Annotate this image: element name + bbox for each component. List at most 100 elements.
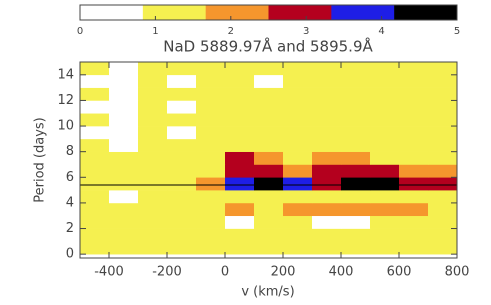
heatmap-cell [225,151,255,165]
heatmap-cell [341,138,371,152]
y-tick-label: 2 [66,221,74,236]
heatmap-cell [312,241,342,255]
heatmap-cell [167,87,197,101]
heatmap-cell [399,190,429,204]
heatmap-cell [254,113,284,127]
heatmap-cell [196,215,226,229]
heatmap-cell [254,215,284,229]
heatmap-cell [254,228,284,242]
heatmap-cell [138,151,168,165]
heatmap-cell [167,100,197,114]
heatmap-cell [167,138,197,152]
heatmap-cell [341,62,371,76]
heatmap-cell [399,202,429,217]
chart-title: NaD 5889.97Å and 5895.9Å [163,37,373,56]
heatmap-cell [80,138,110,152]
heatmap-cell [138,215,168,229]
heatmap-cell [80,126,110,140]
heatmap-cell [312,87,342,101]
heatmap-cell [138,87,168,101]
heatmap-cell [370,62,400,76]
heatmap-cell [80,113,110,127]
heatmap-cell [196,202,226,217]
heatmap-cell [428,74,458,88]
heatmap-cell [254,100,284,114]
heatmap-cell [109,100,139,114]
heatmap-cell [428,126,458,140]
heatmap-cell [341,87,371,101]
heatmap-cell [341,74,371,88]
heatmap-cell [254,202,284,217]
heatmap-cell [80,62,110,76]
heatmap-cell [138,138,168,152]
colorbar-tick-label: 2 [228,26,234,37]
heatmap-cell [225,100,255,114]
plot-frame [79,61,458,259]
heatmap-cell [370,215,400,229]
heatmap-cell [196,74,226,88]
heatmap-cell [370,164,400,178]
heatmap-cell [254,138,284,152]
heatmap-cell [109,62,139,76]
heatmap-cell [283,74,313,88]
colorbar-tick-label: 3 [303,26,309,37]
heatmap-cell [283,202,313,217]
heatmap-cell [225,177,255,191]
heatmap-cell [138,113,168,127]
heatmap-cell [225,74,255,88]
colorbar-tick-label: 0 [77,26,83,37]
heatmap-cell [196,228,226,242]
heatmap-cell [109,215,139,229]
heatmap-cell [80,177,110,191]
heatmap-cell [109,113,139,127]
heatmap-cell [283,151,313,165]
heatmap-cell [370,138,400,152]
heatmap-cell [109,87,139,101]
heatmap-cell [341,151,371,165]
heatmap-cell [254,164,284,178]
colorbar-tick-label: 4 [378,26,384,37]
colorbar-segment [80,5,144,20]
colorbar-tick-label: 1 [152,26,158,37]
heatmap-cell [80,74,110,88]
heatmap-cell [370,74,400,88]
heatmap-cell [196,190,226,204]
heatmap-cell [225,138,255,152]
heatmap-cell [312,202,342,217]
heatmap-cell [370,100,400,114]
heatmap-cell [428,241,458,255]
heatmap-cell [225,241,255,255]
heatmap-cell [428,138,458,152]
heatmap-cell [109,190,139,204]
heatmap-cell [312,138,342,152]
heatmap-cell [399,87,429,101]
y-tick-label: 8 [66,144,74,159]
heatmap-cell [312,164,342,178]
heatmap-cell [254,177,284,191]
heatmap-cell [196,100,226,114]
heatmap-cell [370,151,400,165]
heatmap-cell [167,113,197,127]
heatmap-cell [138,74,168,88]
heatmap-cell [399,228,429,242]
heatmap-cell [80,215,110,229]
heatmap-cell [399,164,429,178]
heatmap-cell [167,190,197,204]
y-tick-label: 14 [57,67,74,82]
heatmap-cell [109,126,139,140]
heatmap-cell [138,228,168,242]
heatmap-cell [370,202,400,217]
heatmap-cell [283,190,313,204]
heatmap-cell [80,190,110,204]
heatmap-cell [254,87,284,101]
heatmap-cell [341,126,371,140]
heatmap-cell [312,113,342,127]
y-tick-label: 0 [66,247,74,262]
colorbar-segment [142,5,206,20]
heatmap-cell [399,241,429,255]
heatmap-cell [225,215,255,229]
heatmap-cell [341,202,371,217]
heatmap-cell [225,190,255,204]
heatmap-cell [225,113,255,127]
heatmap-cell [254,126,284,140]
